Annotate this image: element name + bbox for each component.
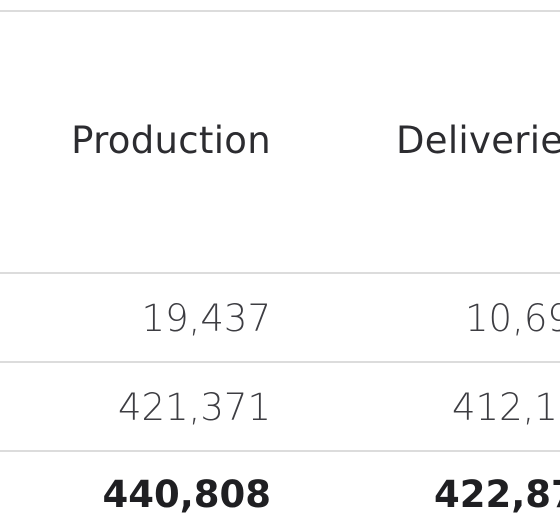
table-top-border bbox=[0, 10, 560, 12]
row-1-deliveries-value: 10,69 bbox=[465, 297, 560, 340]
header-divider bbox=[0, 272, 560, 274]
row-divider-1 bbox=[0, 361, 560, 363]
total-deliveries-value: 422,87 bbox=[434, 473, 560, 516]
row-2-deliveries-value: 412,18 bbox=[452, 386, 560, 429]
column-header-production: Production bbox=[71, 119, 271, 162]
row-2-production-value: 421,371 bbox=[117, 386, 271, 429]
total-production-value: 440,808 bbox=[102, 473, 271, 516]
row-divider-2 bbox=[0, 450, 560, 452]
row-1-production-value: 19,437 bbox=[141, 297, 271, 340]
column-header-deliveries: Deliverie bbox=[396, 119, 560, 162]
